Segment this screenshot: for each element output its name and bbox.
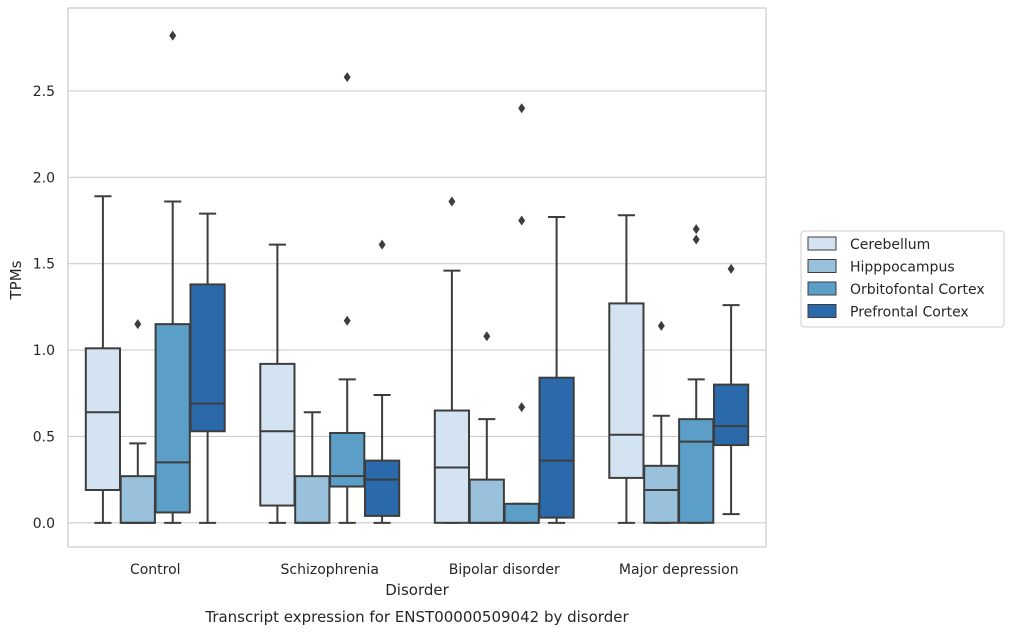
box-iqr: [468, 478, 505, 524]
box-orbitofontal-cortex: [678, 224, 715, 524]
y-tick-label: 0.0: [33, 516, 55, 532]
box-hipppocampus: [119, 319, 156, 524]
legend-swatch: [807, 236, 837, 251]
y-tick-label: 1.5: [33, 257, 55, 273]
outlier-point: [518, 215, 526, 226]
box-iqr: [712, 383, 750, 447]
box-prefrontal-cortex: [538, 216, 575, 524]
legend-label: Orbitofontal Cortex: [850, 282, 985, 298]
y-tick-label: 0.5: [33, 429, 55, 445]
box-groups: [84, 30, 750, 524]
box-iqr: [84, 347, 122, 491]
outlier-point: [169, 30, 177, 41]
box-iqr: [503, 502, 540, 524]
box-prefrontal-cortex: [712, 263, 750, 516]
chart-caption: Transcript expression for ENST0000050904…: [204, 608, 629, 626]
box-iqr: [608, 302, 645, 479]
box-iqr: [294, 475, 331, 524]
box-prefrontal-cortex: [363, 239, 401, 524]
box-cerebellum: [433, 196, 471, 524]
outlier-point: [518, 103, 526, 114]
outlier-point: [483, 331, 491, 342]
legend-swatch: [807, 304, 837, 318]
box-orbitofontal-cortex: [503, 103, 540, 524]
box-hipppocampus: [643, 320, 680, 524]
x-tick-label: Control: [130, 562, 181, 578]
x-tick-label: Major depression: [619, 562, 739, 578]
outlier-point: [692, 224, 700, 235]
plot-frame: [67, 7, 767, 548]
box-iqr: [154, 323, 191, 514]
legend-swatch: [807, 259, 837, 273]
box-iqr: [538, 376, 575, 519]
box-cerebellum: [608, 214, 645, 524]
outlier-point: [134, 319, 142, 330]
legend: Cerebellum Hipppocampus Orbitofontal Corte…: [800, 230, 1005, 328]
outlier-point: [343, 315, 351, 326]
legend-label: Hipppocampus: [850, 260, 955, 276]
y-tick-label: 2.5: [33, 84, 55, 100]
legend-swatch: [807, 281, 837, 296]
box-cerebellum: [259, 243, 296, 524]
box-iqr: [643, 464, 680, 524]
outlier-point: [343, 72, 351, 83]
y-tick-label: 1.0: [33, 343, 55, 359]
outlier-point: [692, 234, 700, 245]
outlier-point: [518, 402, 526, 413]
x-tick-label: Bipolar disorder: [449, 562, 560, 578]
box-hipppocampus: [468, 331, 505, 524]
outlier-point: [727, 263, 735, 274]
box-iqr: [678, 418, 715, 524]
legend-label: Cerebellum: [850, 237, 930, 253]
box-iqr: [363, 459, 401, 517]
y-axis-label: TPMs: [7, 260, 25, 300]
box-cerebellum: [84, 195, 122, 524]
box-iqr: [329, 431, 366, 488]
x-axis-label: Disorder: [385, 581, 449, 599]
outlier-point: [378, 239, 386, 250]
axis-ticks: 0.0 0.5 1.0 1.5 2.0 2.5 Control Schizophrenia Bi…: [33, 84, 739, 578]
outlier-point: [657, 320, 665, 331]
legend-label: Prefrontal Cortex: [850, 305, 969, 321]
box-iqr: [119, 475, 156, 524]
y-tick-label: 2.0: [33, 170, 55, 186]
box-iqr: [259, 362, 296, 507]
box-orbitofontal-cortex: [329, 72, 366, 524]
box-hipppocampus: [294, 411, 331, 524]
outlier-point: [448, 196, 456, 207]
box-iqr: [189, 283, 226, 433]
x-tick-label: Schizophrenia: [281, 562, 379, 578]
box-prefrontal-cortex: [189, 212, 226, 524]
box-orbitofontal-cortex: [154, 30, 191, 524]
legend-frame: [800, 230, 1005, 328]
